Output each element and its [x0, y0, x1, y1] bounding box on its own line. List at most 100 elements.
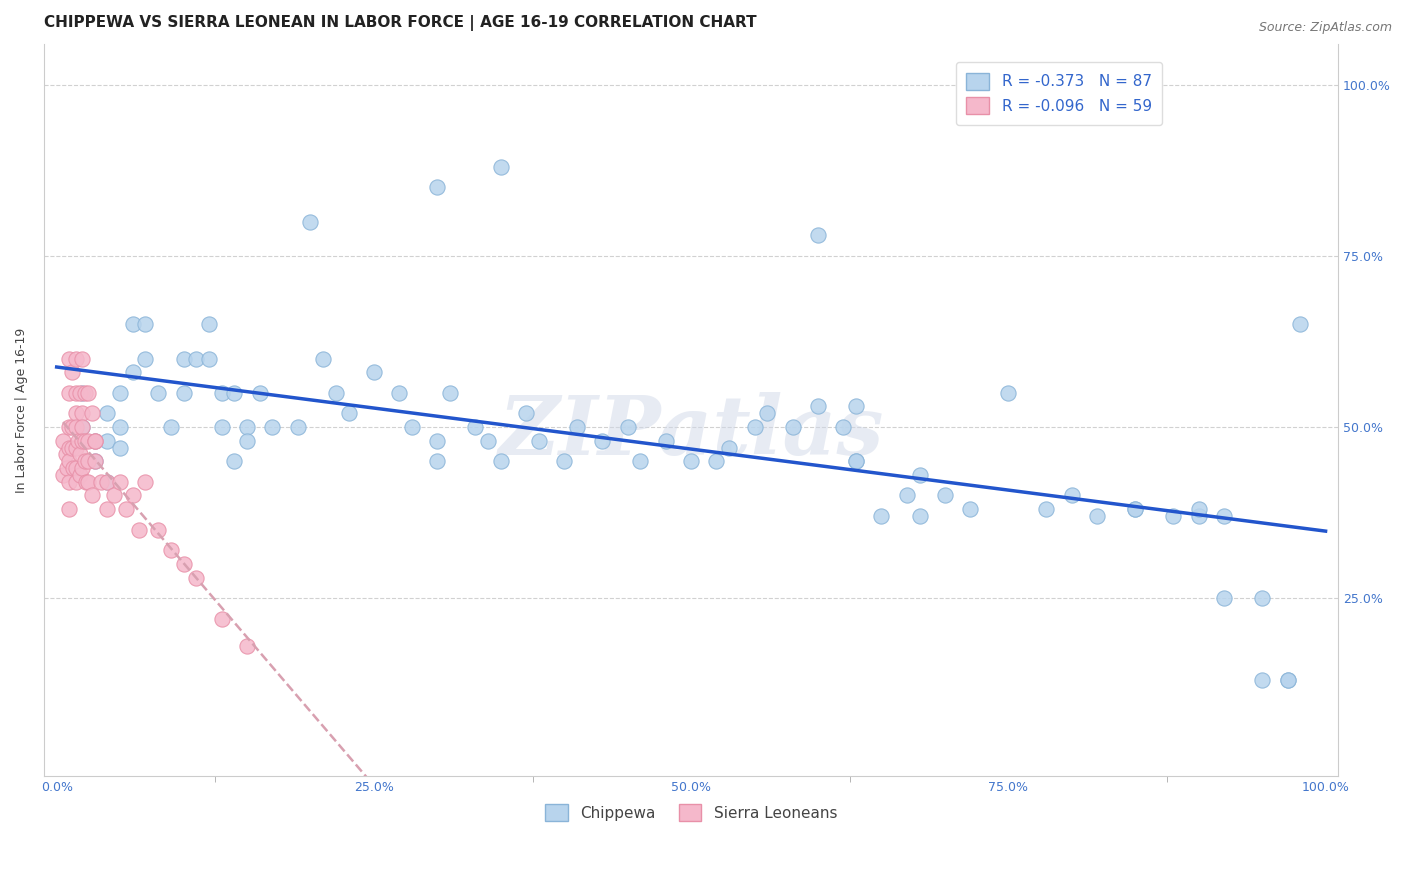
Point [807, 228, 830, 243]
Point [426, 454, 449, 468]
Point [1289, 318, 1312, 332]
Point [83, 454, 105, 468]
Point [90, 475, 112, 489]
Point [211, 612, 233, 626]
Point [128, 523, 150, 537]
Point [83, 434, 105, 448]
Point [198, 351, 221, 366]
Point [173, 557, 195, 571]
Point [959, 502, 981, 516]
Point [1035, 502, 1057, 516]
Point [224, 385, 246, 400]
Point [96, 502, 118, 516]
Point [83, 434, 105, 448]
Point [121, 488, 143, 502]
Point [654, 434, 676, 448]
Point [464, 420, 486, 434]
Point [312, 351, 335, 366]
Point [744, 420, 766, 434]
Point [224, 454, 246, 468]
Point [56, 461, 79, 475]
Point [121, 318, 143, 332]
Point [845, 454, 868, 468]
Point [121, 365, 143, 379]
Point [198, 318, 221, 332]
Point [108, 475, 131, 489]
Point [1188, 509, 1211, 524]
Point [706, 454, 728, 468]
Point [77, 385, 100, 400]
Point [1060, 488, 1083, 502]
Point [908, 467, 931, 482]
Point [173, 351, 195, 366]
Point [439, 385, 461, 400]
Point [77, 434, 100, 448]
Point [65, 461, 87, 475]
Point [211, 385, 233, 400]
Point [1123, 502, 1146, 516]
Point [236, 420, 259, 434]
Point [52, 467, 75, 482]
Point [65, 475, 87, 489]
Point [756, 406, 779, 420]
Point [628, 454, 651, 468]
Point [65, 351, 87, 366]
Point [83, 434, 105, 448]
Point [58, 441, 80, 455]
Point [83, 454, 105, 468]
Point [1213, 509, 1236, 524]
Point [262, 420, 284, 434]
Point [1085, 509, 1108, 524]
Point [1188, 502, 1211, 516]
Point [103, 488, 125, 502]
Point [108, 385, 131, 400]
Point [65, 420, 87, 434]
Point [60, 420, 83, 434]
Point [236, 434, 259, 448]
Point [96, 406, 118, 420]
Point [363, 365, 385, 379]
Point [70, 434, 93, 448]
Point [527, 434, 550, 448]
Point [426, 434, 449, 448]
Text: CHIPPEWA VS SIERRA LEONEAN IN LABOR FORCE | AGE 16-19 CORRELATION CHART: CHIPPEWA VS SIERRA LEONEAN IN LABOR FORC… [44, 15, 756, 31]
Point [325, 385, 347, 400]
Point [62, 461, 84, 475]
Point [65, 385, 87, 400]
Point [70, 461, 93, 475]
Point [58, 475, 80, 489]
Point [845, 454, 868, 468]
Point [718, 441, 741, 455]
Point [60, 441, 83, 455]
Point [908, 509, 931, 524]
Point [82, 406, 104, 420]
Point [681, 454, 703, 468]
Legend: Chippewa, Sierra Leoneans: Chippewa, Sierra Leoneans [538, 798, 844, 827]
Point [489, 454, 512, 468]
Point [52, 434, 75, 448]
Point [565, 420, 588, 434]
Point [134, 351, 156, 366]
Point [1161, 509, 1184, 524]
Point [134, 318, 156, 332]
Point [58, 385, 80, 400]
Point [160, 543, 183, 558]
Point [69, 447, 91, 461]
Point [73, 434, 96, 448]
Point [58, 454, 80, 468]
Point [616, 420, 638, 434]
Point [249, 385, 271, 400]
Point [70, 420, 93, 434]
Point [69, 467, 91, 482]
Point [807, 400, 830, 414]
Text: ZIPatlas: ZIPatlas [498, 392, 884, 472]
Point [73, 385, 96, 400]
Point [186, 351, 208, 366]
Point [1251, 673, 1274, 688]
Point [515, 406, 537, 420]
Point [115, 502, 138, 516]
Point [77, 475, 100, 489]
Point [1277, 673, 1299, 688]
Point [160, 420, 183, 434]
Point [96, 475, 118, 489]
